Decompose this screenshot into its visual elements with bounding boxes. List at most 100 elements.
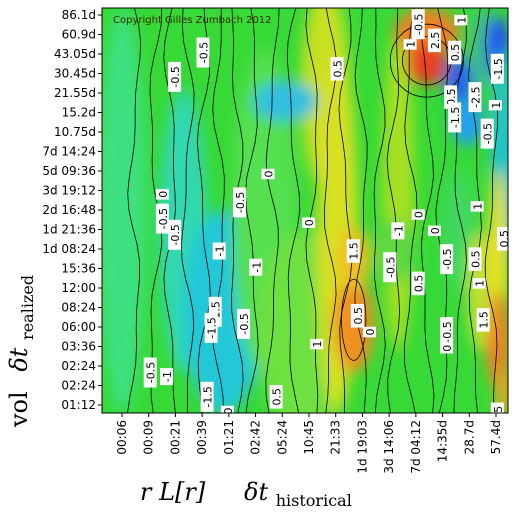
y-tick-label: 02:24 [61,379,96,393]
contour-label-text: 0.5 [470,250,483,268]
y-axis-title: vol δt realized [5,275,37,428]
contour-label-text: -2.5 [470,86,483,107]
contour-label: -0.5 [480,118,495,149]
contour-label: 0 [440,342,454,354]
contour-label-bg [391,222,405,240]
contour-label-bg [490,402,504,413]
y-tick-label: 2d 16:48 [42,203,96,217]
contour-label-bg [496,227,508,251]
contour-label-text: -1 [250,262,263,273]
contour-label-bg [448,40,462,65]
y-title-sub: realized [18,275,37,340]
contour-label-text: 0 [413,211,426,218]
contour-label-text: 1 [474,280,487,287]
contour-label: 0 [220,405,235,413]
contour-label-bg [196,37,210,68]
contour-line [453,8,467,413]
contour-label: 0.5 [448,40,462,65]
contour-line [341,278,367,361]
contour-label-text: 0.5 [352,307,365,325]
contour-label-bg [440,244,454,275]
contour-label-text: 0 [263,171,276,178]
contour-label-text: 2.5 [429,32,442,50]
contour-label: -1.5 [448,102,462,133]
contour-label: -0.5 [168,219,182,250]
x-title-sub: historical [276,491,352,510]
contour-line [163,8,176,413]
contour-label-bg [310,338,324,350]
y-title-main: vol [5,391,33,428]
y-tick-label: 01:12 [61,398,96,412]
contour-label-bg [269,385,283,409]
contour-label: -1.5 [204,312,219,343]
heat-region [252,80,318,122]
contour-line [373,8,386,413]
contour-label-bg [350,304,364,328]
y-tick-label: 30.45d [54,67,96,81]
y-tick-label: 7d 14:24 [42,145,96,159]
contour-label-text: 1.5 [478,311,491,329]
contour-label: -0.5 [383,252,397,283]
contour-label-text: -1 [161,371,174,382]
contour-label-text: 1 [472,203,485,210]
y-tick-label: 15:36 [61,262,96,276]
x-tick-label: 14:35d [436,420,450,462]
contour-label-text: 1 [490,102,503,109]
contour-label-text: -1.5 [206,317,219,338]
contour-label-bg [427,225,441,237]
contour-label: 0 [411,209,426,220]
contour-label: -0.5 [168,61,182,92]
contour-label-text: 0.5 [498,230,511,248]
x-tick-label: 21:33 [329,420,343,455]
contour-label-text: -1 [392,225,405,236]
contour-label-text: 1 [311,341,324,348]
contour-label-text: -0.5 [413,13,426,34]
x-tick-label: 10:45 [302,420,316,455]
y-tick-label: 15.2d [62,106,96,120]
contour-label-bg [346,239,360,263]
contour-label-text: 1 [455,17,468,24]
contour-label: 0 [363,326,377,338]
contour-line [244,8,259,413]
contour-label-text: -0.5 [441,248,454,269]
contour-line [338,8,353,413]
x-tick-label: 1d 19:03 [355,420,369,474]
contour-label-text: -0.5 [234,192,247,213]
contour-label: -0.5 [233,187,247,218]
contour-label: .5 [490,402,505,413]
contour-label: 1 [403,39,418,50]
contour-label-text: 0 [429,227,442,234]
contour-label-text: 0 [303,219,316,226]
heat-region [406,44,448,85]
contour-label: -2.5 [468,82,483,113]
y-tick-label: 86.1d [62,8,96,22]
contour-label-text: 0 [157,191,170,198]
y-tick-label: 06:00 [61,320,96,334]
contour-label: -0.5 [440,244,454,275]
contour-label-bg [204,312,218,343]
y-tick-label: 43.05d [54,47,96,61]
contour-label: -1 [160,368,174,386]
copyright-text: Copyright Gilles Zumbach 2012 [113,15,272,26]
contour-label-bg [302,217,316,228]
contour-label: 1 [454,14,468,26]
y-title-delta: δt [5,347,33,371]
contour-label-text: -0.5 [145,362,158,383]
y-tick-label: 03:36 [61,340,96,354]
contour-label: 0.5 [330,57,345,81]
x-axis-ticks: 00:06 00:09 00:21 00:39 01:21 02:42 05:24 10:45… [115,413,503,474]
y-axis-ticks: 86.1d 60.9d 43.05d 30.45d 21.55d 15.2d 10.75d 7… [42,8,102,412]
y-tick-label: 1d 21:36 [42,223,96,237]
contour-label: 1.5 [476,308,491,332]
contour-label-bg [261,168,275,180]
y-tick-label: 1d 08:24 [42,242,96,256]
contour-label: 0 [261,168,276,180]
contour-label-bg [411,209,425,220]
x-title-main: r L[r] [140,478,206,506]
contour-label-bg [168,219,182,250]
contour-label: -1 [391,222,405,240]
contour-label: 1 [472,278,487,289]
contour-line [420,8,435,413]
y-tick-label: 12:00 [61,281,96,295]
contour-line [180,8,195,413]
